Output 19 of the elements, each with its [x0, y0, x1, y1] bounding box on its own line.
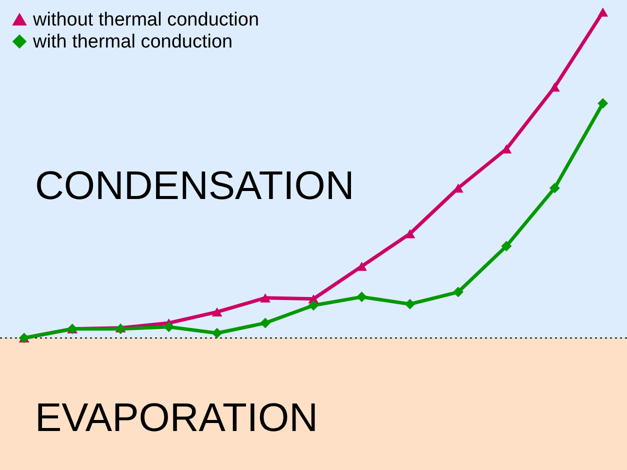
point	[212, 328, 222, 338]
point	[404, 229, 416, 238]
point	[164, 322, 174, 332]
point	[598, 98, 608, 109]
band-label: EVAPORATION	[35, 396, 318, 440]
point	[598, 8, 608, 17]
point	[501, 240, 512, 252]
point	[260, 318, 271, 328]
point	[308, 300, 319, 311]
point	[260, 293, 271, 302]
point	[549, 182, 560, 194]
point	[549, 82, 560, 92]
point	[404, 298, 416, 310]
legend-label: without thermal conduction	[32, 10, 260, 30]
legend-label: with thermal conduction	[32, 32, 233, 52]
point	[452, 286, 464, 298]
point	[356, 292, 367, 302]
point	[212, 307, 222, 316]
band-label: CONDENSATION	[35, 164, 354, 208]
